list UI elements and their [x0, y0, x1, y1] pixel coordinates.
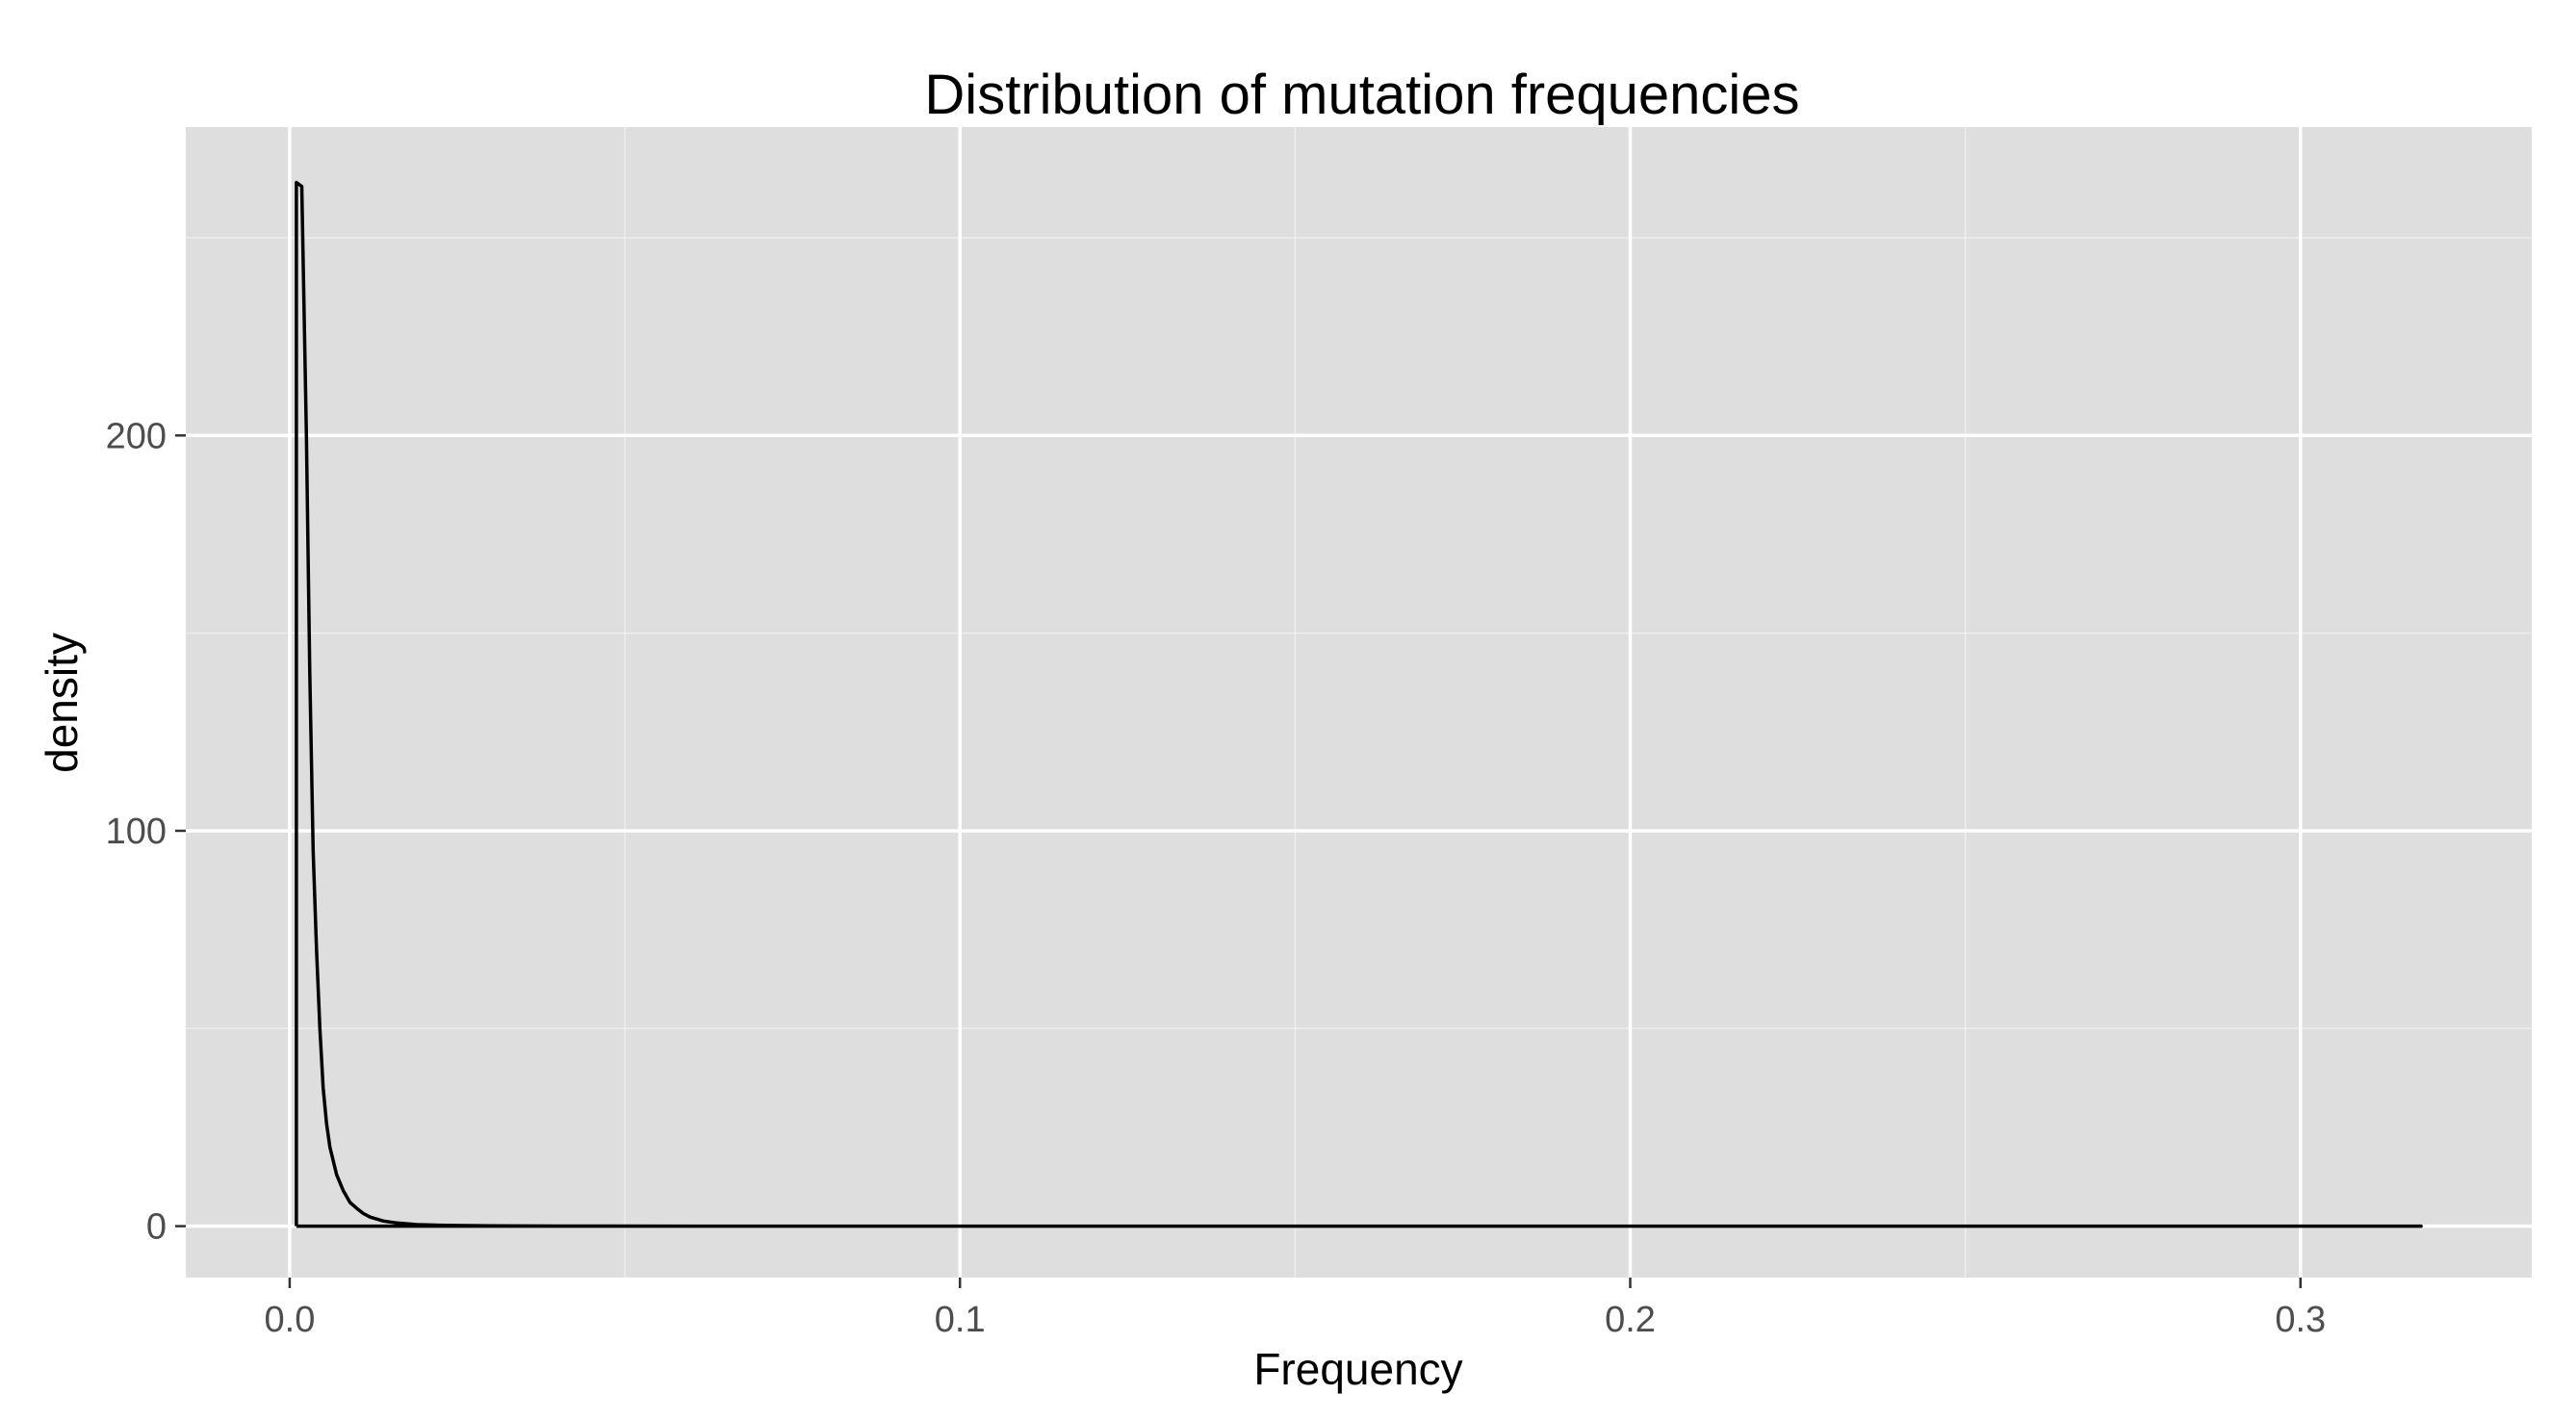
y-axis-title: density — [37, 633, 87, 773]
tick-labels: 0.0 0.1 0.2 0.3 0 100 200 — [106, 416, 2327, 1340]
chart-title: Distribution of mutation frequencies — [924, 64, 1799, 126]
y-tick-label: 200 — [106, 416, 167, 456]
x-tick-label: 0.0 — [265, 1300, 316, 1340]
y-tick-label: 0 — [146, 1207, 167, 1248]
y-tick-label: 100 — [106, 812, 167, 852]
x-tick-label: 0.1 — [935, 1300, 986, 1340]
density-line — [295, 180, 2423, 1228]
plot-panel — [186, 127, 2532, 1278]
data-layer — [295, 180, 2423, 1228]
x-axis-title: Frequency — [1253, 1344, 1462, 1394]
x-tick-label: 0.2 — [1605, 1300, 1656, 1340]
x-tick-label: 0.3 — [2275, 1300, 2326, 1340]
grid-minor — [186, 127, 2532, 1278]
axis-ticks — [175, 434, 2303, 1288]
